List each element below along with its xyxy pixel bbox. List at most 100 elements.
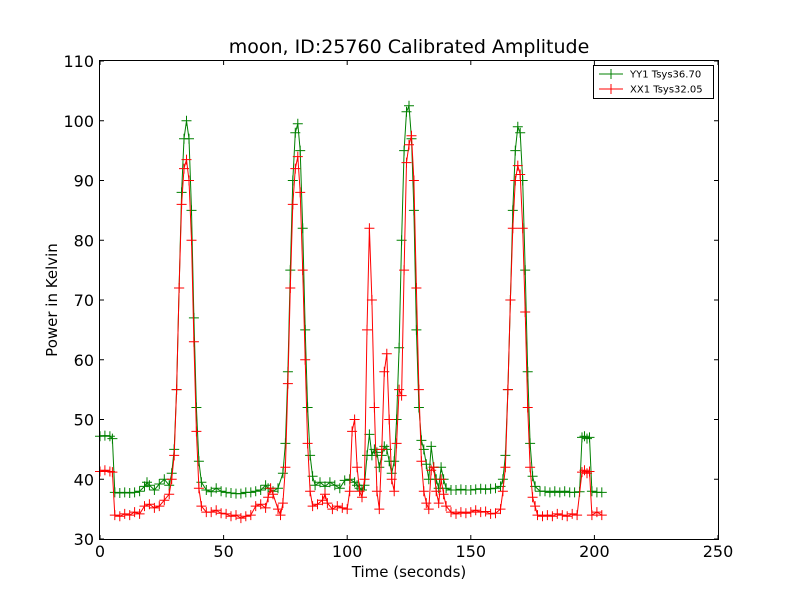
series-0-point — [124, 488, 135, 498]
series-1-point — [389, 486, 400, 497]
series-1-point — [188, 336, 199, 347]
series-0-line — [99, 105, 602, 495]
series-1-point — [260, 502, 271, 513]
series-0-point — [401, 106, 412, 117]
series-1-point — [480, 506, 491, 517]
series-0-point — [596, 487, 607, 498]
series-1-point — [282, 378, 293, 389]
series-1-point — [181, 154, 192, 165]
series-0-point — [255, 485, 266, 495]
series-1-point — [273, 504, 283, 515]
series-1-point — [129, 507, 140, 518]
series-0-point — [569, 487, 580, 498]
series-0-point — [235, 488, 246, 499]
series-1-point — [460, 508, 471, 519]
legend-yy1-marker — [606, 69, 616, 79]
series-0-point — [290, 127, 301, 138]
series-0-point — [107, 433, 118, 444]
series-1-point — [515, 169, 526, 180]
tick-layer: 0 50 100 150 200 250 30 40 50 60 70 80 90 100 110 — [63, 52, 733, 561]
series-0-point — [134, 486, 145, 497]
series-1-point — [245, 510, 256, 521]
series-1-point — [517, 223, 528, 234]
series-1-point — [530, 501, 541, 512]
series-0-point — [201, 485, 212, 495]
series-0-point — [554, 487, 565, 498]
series-1-point — [196, 501, 207, 512]
series-0-point — [99, 430, 110, 441]
legend-xx1-marker — [606, 84, 616, 94]
series-0-point — [525, 438, 536, 449]
series-0-point — [544, 487, 555, 498]
legend-yy1-label: YY1 Tsys36.70 — [629, 70, 701, 81]
series-0-point — [149, 485, 160, 495]
series-0-point — [176, 187, 187, 198]
series-1-point — [542, 510, 553, 521]
series-1-point — [428, 462, 439, 473]
series-0-point — [191, 402, 202, 413]
series-1-point — [349, 414, 360, 425]
series-0-point — [154, 479, 165, 489]
series-1-point — [507, 223, 518, 234]
series-layer — [95, 100, 607, 524]
series-1-point — [305, 486, 316, 497]
series-1-point — [362, 324, 372, 335]
series-1-point — [379, 366, 390, 377]
series-0-point — [465, 485, 476, 495]
series-1-point — [280, 462, 291, 473]
series-0-point — [451, 485, 461, 495]
series-1-point — [240, 511, 251, 522]
series-1-point — [485, 508, 496, 519]
legend-box — [593, 65, 714, 99]
series-1-point — [577, 467, 587, 478]
series-0-point — [584, 432, 595, 443]
series-0-point — [305, 450, 316, 461]
series-0-point — [226, 488, 236, 498]
series-1-point — [320, 489, 330, 500]
series-1-point — [154, 501, 165, 512]
series-1-point — [399, 265, 410, 276]
series-0-point — [119, 487, 130, 498]
series-0-point — [277, 468, 288, 479]
series-0-point — [404, 100, 414, 111]
series-1-point — [438, 489, 449, 500]
series-0-point — [109, 487, 120, 498]
series-0-point — [515, 127, 526, 138]
y-tick-label: 80 — [74, 231, 94, 250]
series-0-point — [527, 471, 538, 482]
series-1-point — [354, 486, 365, 497]
series-1-point — [300, 354, 311, 365]
series-1-point — [295, 187, 306, 198]
series-1-point — [433, 498, 444, 509]
series-1-point — [347, 426, 358, 437]
series-1-point — [312, 499, 323, 510]
series-0-point — [129, 487, 140, 498]
y-tick-label: 110 — [63, 52, 94, 71]
series-0-point — [245, 487, 256, 498]
y-tick-label: 30 — [74, 530, 94, 549]
series-1-point — [596, 510, 607, 521]
series-1-point — [505, 295, 516, 305]
series-1-point — [357, 492, 367, 503]
series-1-point — [582, 468, 592, 479]
series-1-point — [475, 507, 486, 518]
series-0-point — [181, 115, 192, 126]
x-tick-label: 100 — [332, 542, 363, 561]
series-1-point — [104, 466, 115, 477]
series-1-point — [206, 507, 217, 518]
series-0-point — [196, 477, 207, 488]
series-0-point — [480, 484, 491, 495]
series-1-point — [490, 508, 501, 519]
x-tick-label: 150 — [456, 542, 487, 561]
series-1-point — [391, 438, 402, 449]
series-1-point — [408, 175, 419, 186]
series-0-point — [520, 265, 531, 276]
series-1-point — [552, 508, 563, 519]
series-0-point — [280, 438, 291, 449]
series-0-point — [512, 121, 523, 132]
series-1-point — [411, 283, 422, 293]
series-0-point — [295, 145, 306, 156]
series-1-point — [371, 486, 382, 497]
series-1-point — [381, 348, 392, 359]
x-axis-label: Time (seconds) — [351, 563, 467, 581]
